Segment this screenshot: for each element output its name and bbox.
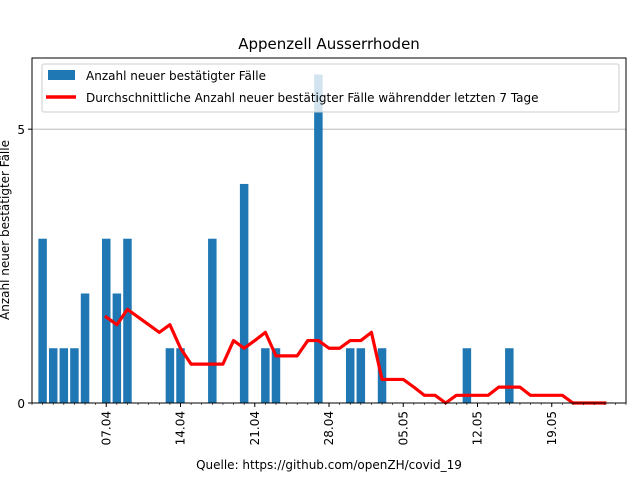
bar — [462, 348, 472, 403]
y-axis: 05 — [17, 123, 32, 411]
x-tick-label: 21.04 — [248, 411, 262, 445]
bar — [345, 348, 355, 403]
legend: Anzahl neuer bestätigter Fälle Durchschn… — [41, 63, 620, 113]
bar — [239, 183, 249, 403]
bar — [112, 293, 122, 403]
plot-area — [32, 74, 626, 405]
line-series — [104, 307, 607, 405]
y-tick-label: 5 — [17, 123, 25, 137]
legend-line-label: Durchschnittliche Anzahl neuer bestätigt… — [86, 91, 539, 105]
x-tick-label: 14.04 — [174, 411, 188, 445]
average-line — [104, 307, 607, 405]
bar — [176, 348, 185, 403]
bar-series — [38, 74, 514, 403]
bar — [271, 348, 281, 403]
x-axis-label: Quelle: https://github.com/openZH/covid_… — [196, 458, 462, 472]
bar — [70, 348, 79, 403]
bar — [102, 238, 111, 403]
bar — [38, 238, 47, 403]
x-tick-label: 19.05 — [545, 411, 559, 445]
chart-title: Appenzell Ausserrhoden — [238, 35, 420, 53]
bar — [123, 238, 132, 403]
bar — [261, 348, 270, 403]
bar — [165, 348, 175, 403]
legend-bar-label: Anzahl neuer bestätigter Fälle — [86, 69, 266, 83]
x-tick-label: 07.04 — [99, 411, 113, 445]
bar — [505, 348, 514, 403]
x-axis: 07.04 14.04 21.04 28.04 05.05 12.05 19.05 — [31, 403, 627, 445]
bar — [208, 238, 217, 403]
y-axis-label: Anzahl neuer bestätigter Fälle — [0, 140, 12, 320]
bar — [80, 293, 90, 403]
x-tick-label: 12.05 — [471, 411, 485, 445]
bar — [59, 348, 69, 403]
bar — [48, 348, 58, 403]
bar — [356, 348, 366, 403]
bar — [314, 74, 323, 403]
y-tick-label: 0 — [17, 397, 25, 411]
legend-bar-swatch — [48, 70, 75, 80]
x-tick-label: 05.05 — [396, 411, 410, 445]
legend-box — [41, 63, 620, 113]
x-tick-label: 28.04 — [322, 411, 336, 445]
